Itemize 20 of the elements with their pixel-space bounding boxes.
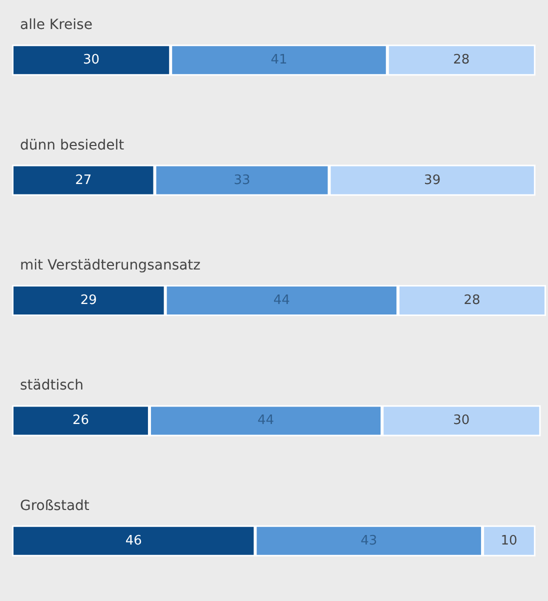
data-label: 30 bbox=[83, 52, 100, 68]
data-label: 33 bbox=[234, 172, 250, 188]
data-label: 41 bbox=[270, 52, 288, 68]
data-label: 26 bbox=[72, 413, 90, 428]
y-tick-label: alle Kreise bbox=[20, 17, 92, 34]
data-label: 44 bbox=[273, 293, 290, 308]
y-tick-label: dünn besiedelt bbox=[20, 137, 125, 154]
data-label: 46 bbox=[125, 533, 142, 548]
y-tick-label: mit Verstädterungsansatz bbox=[20, 258, 201, 274]
data-label: 28 bbox=[464, 293, 480, 308]
data-label: 28 bbox=[453, 52, 470, 68]
data-label: 39 bbox=[424, 172, 441, 188]
data-label: 29 bbox=[80, 293, 97, 308]
data-label: 44 bbox=[258, 413, 274, 428]
data-label: 43 bbox=[360, 533, 378, 548]
y-tick-label: städtisch bbox=[20, 378, 84, 394]
data-label: 27 bbox=[75, 172, 92, 188]
data-label: 10 bbox=[500, 533, 518, 548]
y-tick-label: Großstadt bbox=[20, 498, 90, 514]
data-label: 30 bbox=[453, 413, 470, 428]
